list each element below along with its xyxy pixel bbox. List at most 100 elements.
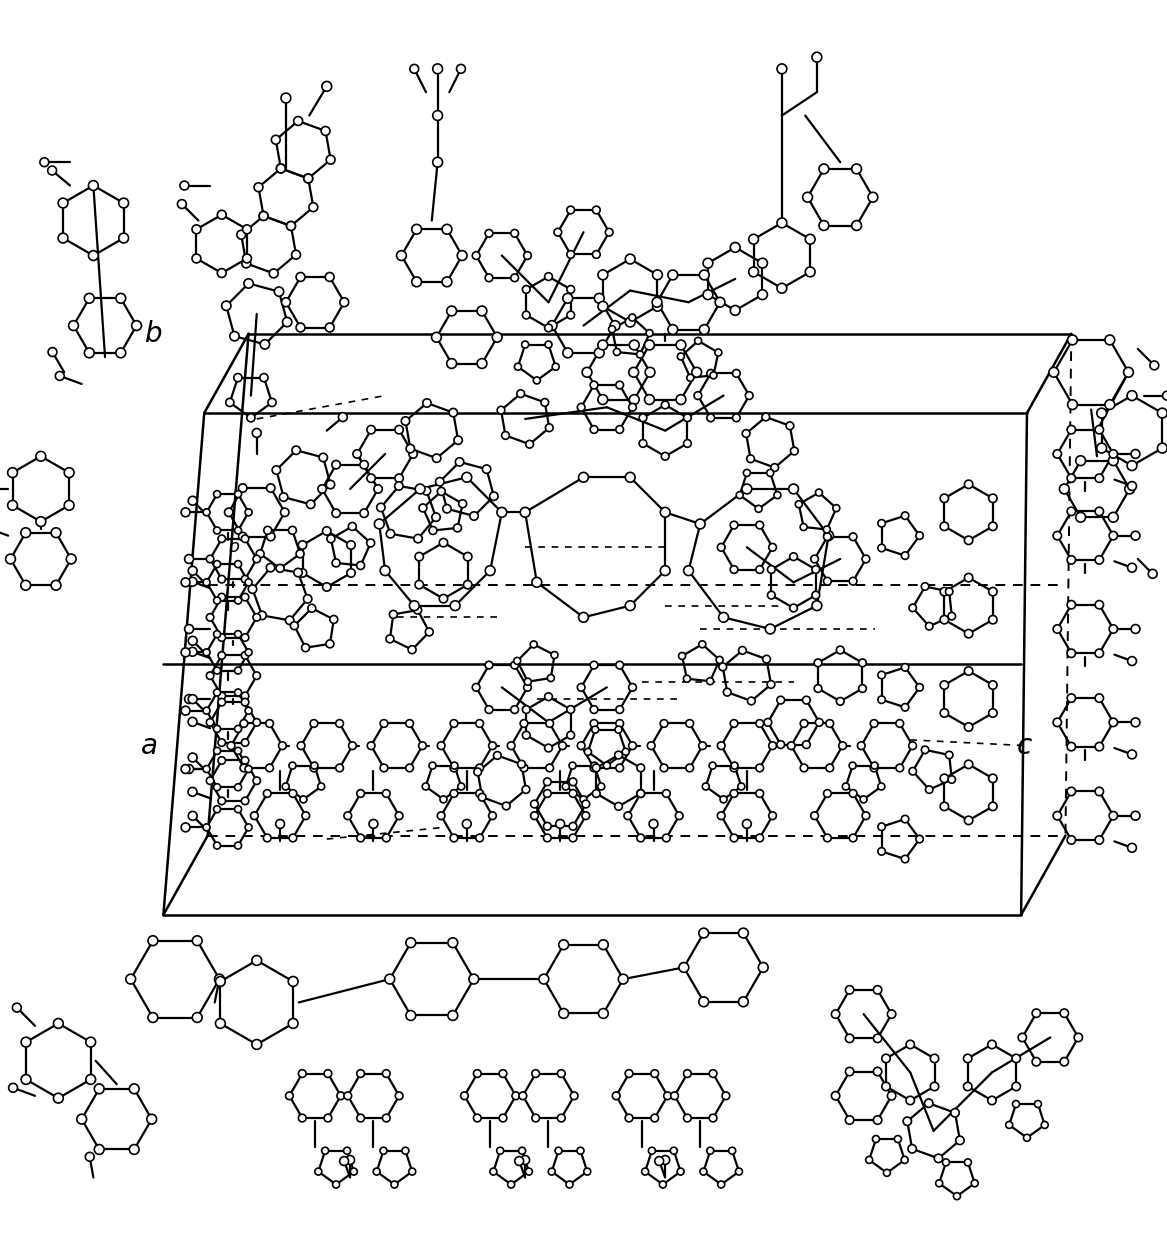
Circle shape: [883, 1170, 890, 1176]
Circle shape: [463, 580, 471, 589]
Circle shape: [235, 842, 242, 849]
Circle shape: [214, 561, 221, 567]
Circle shape: [582, 811, 589, 819]
Circle shape: [908, 1145, 916, 1154]
Circle shape: [296, 273, 305, 282]
Circle shape: [8, 468, 18, 478]
Circle shape: [735, 1169, 742, 1175]
Circle shape: [1076, 512, 1085, 522]
Circle shape: [415, 580, 424, 589]
Circle shape: [803, 192, 812, 203]
Circle shape: [214, 491, 221, 498]
Circle shape: [555, 819, 565, 828]
Circle shape: [988, 803, 997, 810]
Circle shape: [13, 1003, 21, 1011]
Circle shape: [668, 270, 678, 279]
Circle shape: [270, 269, 278, 278]
Circle shape: [707, 1147, 714, 1155]
Circle shape: [359, 460, 369, 469]
Circle shape: [733, 370, 740, 377]
Circle shape: [340, 1156, 349, 1165]
Circle shape: [326, 273, 334, 282]
Circle shape: [327, 155, 335, 164]
Circle shape: [245, 649, 252, 655]
Circle shape: [626, 473, 635, 482]
Circle shape: [661, 566, 670, 576]
Circle shape: [578, 683, 585, 691]
Circle shape: [188, 566, 197, 575]
Circle shape: [803, 696, 810, 704]
Circle shape: [373, 1169, 380, 1175]
Circle shape: [383, 1069, 390, 1077]
Circle shape: [447, 306, 456, 316]
Circle shape: [266, 764, 273, 772]
Circle shape: [670, 1147, 677, 1155]
Circle shape: [457, 782, 464, 790]
Circle shape: [184, 694, 194, 703]
Circle shape: [652, 297, 662, 307]
Circle shape: [545, 325, 552, 332]
Circle shape: [218, 757, 225, 764]
Circle shape: [647, 330, 654, 337]
Circle shape: [924, 1099, 932, 1107]
Circle shape: [119, 233, 128, 243]
Circle shape: [1053, 625, 1062, 633]
Circle shape: [777, 283, 787, 293]
Circle shape: [1067, 835, 1076, 844]
Circle shape: [544, 790, 551, 798]
Circle shape: [485, 706, 492, 713]
Circle shape: [450, 790, 457, 798]
Circle shape: [599, 1009, 608, 1019]
Circle shape: [668, 325, 678, 335]
Circle shape: [277, 565, 284, 572]
Circle shape: [289, 790, 296, 798]
Circle shape: [477, 306, 487, 316]
Circle shape: [51, 580, 61, 590]
Circle shape: [728, 1147, 735, 1155]
Circle shape: [454, 523, 461, 532]
Circle shape: [383, 834, 390, 842]
Circle shape: [215, 974, 224, 984]
Circle shape: [629, 367, 638, 377]
Circle shape: [299, 541, 307, 550]
Circle shape: [664, 1092, 671, 1099]
Circle shape: [544, 823, 551, 830]
Circle shape: [288, 976, 298, 986]
Circle shape: [324, 1069, 331, 1077]
Circle shape: [839, 742, 846, 750]
Circle shape: [357, 834, 364, 842]
Circle shape: [896, 764, 903, 772]
Circle shape: [569, 823, 576, 830]
Circle shape: [21, 580, 30, 590]
Circle shape: [432, 513, 440, 521]
Circle shape: [742, 430, 750, 438]
Circle shape: [336, 764, 343, 772]
Circle shape: [614, 348, 621, 356]
Circle shape: [524, 683, 531, 691]
Circle shape: [637, 834, 644, 842]
Circle shape: [1109, 450, 1118, 458]
Circle shape: [710, 1115, 717, 1122]
Circle shape: [462, 819, 471, 828]
Circle shape: [873, 1116, 882, 1125]
Circle shape: [235, 630, 242, 638]
Circle shape: [749, 234, 759, 244]
Circle shape: [956, 1136, 964, 1145]
Circle shape: [769, 543, 776, 551]
Circle shape: [812, 53, 822, 62]
Circle shape: [242, 535, 249, 542]
Circle shape: [242, 575, 249, 582]
Circle shape: [930, 1082, 938, 1091]
Circle shape: [48, 347, 57, 356]
Circle shape: [245, 508, 252, 516]
Circle shape: [216, 976, 225, 986]
Circle shape: [408, 645, 417, 654]
Circle shape: [410, 601, 419, 610]
Circle shape: [676, 395, 686, 405]
Circle shape: [1023, 1135, 1030, 1141]
Circle shape: [593, 250, 600, 258]
Circle shape: [184, 624, 194, 634]
Circle shape: [816, 489, 823, 496]
Circle shape: [953, 1193, 960, 1200]
Circle shape: [54, 1093, 63, 1103]
